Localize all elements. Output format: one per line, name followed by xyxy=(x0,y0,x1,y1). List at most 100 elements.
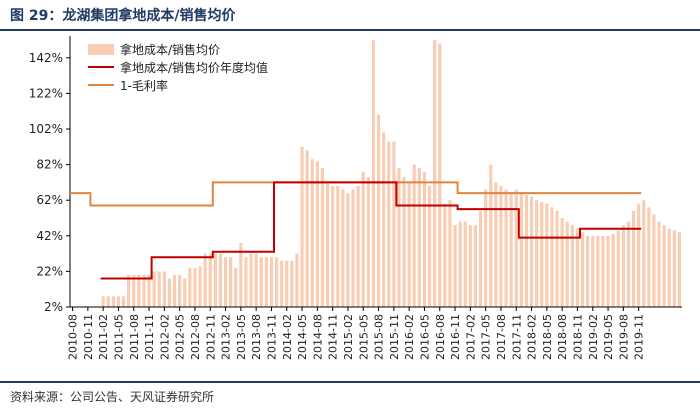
y-tick-label: 42% xyxy=(36,229,63,243)
bar xyxy=(152,271,156,307)
bar xyxy=(264,257,268,307)
bar xyxy=(514,189,518,307)
bar xyxy=(229,257,233,307)
bar xyxy=(106,296,110,307)
x-tick-label: 2016-02 xyxy=(403,314,416,360)
bar xyxy=(254,253,258,307)
x-tick-label: 2015-08 xyxy=(373,314,386,360)
bar xyxy=(188,267,192,307)
x-tick-label: 2019-08 xyxy=(617,314,630,360)
x-tick-label: 2010-08 xyxy=(67,314,80,360)
bar xyxy=(162,271,166,307)
x-tick-label: 2014-08 xyxy=(311,314,324,360)
bar xyxy=(606,235,610,307)
bar xyxy=(667,228,671,307)
x-tick-label: 2012-05 xyxy=(174,314,187,360)
bar xyxy=(249,253,253,307)
bar xyxy=(397,168,401,307)
bar xyxy=(244,257,248,307)
bar xyxy=(560,218,564,307)
x-tick-label: 2014-02 xyxy=(281,314,294,360)
bar xyxy=(677,232,682,307)
bar xyxy=(341,189,345,307)
x-tick-label: 2015-11 xyxy=(388,314,401,360)
bar xyxy=(504,189,508,307)
bar xyxy=(422,171,427,307)
bottom-rule xyxy=(0,381,700,383)
bar xyxy=(310,159,314,307)
legend-label-bar: 拿地成本/销售均价 xyxy=(120,42,220,57)
bar xyxy=(285,260,289,307)
line-series xyxy=(70,181,642,280)
bar xyxy=(111,296,115,307)
bar xyxy=(596,235,600,307)
bar xyxy=(642,200,646,307)
bar xyxy=(315,161,319,307)
bar xyxy=(652,214,656,307)
bar xyxy=(463,221,467,307)
bar xyxy=(376,114,381,307)
x-tick-label: 2018-11 xyxy=(571,314,584,360)
x-tick-label: 2010-11 xyxy=(82,314,95,360)
x-tick-label: 2015-02 xyxy=(342,314,355,360)
x-tick-label: 2013-05 xyxy=(235,314,248,360)
bar xyxy=(448,200,452,307)
bar xyxy=(468,225,472,307)
x-tick-label: 2016-11 xyxy=(449,314,462,360)
bar xyxy=(305,150,309,307)
bar xyxy=(647,207,651,307)
source-note: 资料来源：公司公告、天风证券研究所 xyxy=(10,390,215,404)
legend-swatch-bar xyxy=(88,44,114,55)
bar xyxy=(137,274,141,307)
bar xyxy=(269,257,274,307)
bar xyxy=(274,257,279,307)
bar xyxy=(234,267,238,307)
bar xyxy=(239,242,243,307)
y-tick-label: 102% xyxy=(29,122,63,136)
bar xyxy=(157,271,161,307)
x-tick-label: 2017-11 xyxy=(510,314,523,360)
x-tick-label: 2016-05 xyxy=(418,314,431,360)
y-tick-label: 2% xyxy=(44,300,63,314)
chart-header: 图 29：龙湖集团拿地成本/销售均价 xyxy=(0,0,700,26)
bar xyxy=(407,182,411,307)
bar xyxy=(550,207,554,307)
y-tick-label: 22% xyxy=(36,264,63,278)
bar xyxy=(427,185,432,307)
gross-margin-line xyxy=(70,181,642,207)
x-tick-label: 2012-11 xyxy=(204,314,217,360)
x-tick-label: 2017-05 xyxy=(480,314,493,360)
bar xyxy=(121,296,126,307)
bar xyxy=(290,260,294,307)
bar xyxy=(193,267,197,307)
bar xyxy=(325,182,330,307)
bar xyxy=(101,296,105,307)
bar xyxy=(392,141,396,307)
bar xyxy=(438,43,442,308)
bar xyxy=(489,164,493,307)
bar xyxy=(473,225,478,307)
bar xyxy=(591,235,595,307)
bar xyxy=(433,40,437,307)
y-tick-label: 62% xyxy=(36,193,63,207)
y-tick-label: 122% xyxy=(29,86,63,100)
bar xyxy=(223,257,228,307)
bar xyxy=(499,185,503,307)
bar xyxy=(382,132,386,307)
bar xyxy=(346,193,350,307)
bar xyxy=(127,274,131,307)
bar xyxy=(178,274,182,307)
bar xyxy=(198,266,202,307)
bar xyxy=(626,221,631,307)
x-tick-label: 2018-08 xyxy=(556,314,569,360)
x-tick-label: 2011-02 xyxy=(97,314,110,360)
bar xyxy=(478,210,483,307)
x-axis: 2010-08 2010-11 2011-02 2011-05 2011-08 2011-… xyxy=(67,306,682,360)
x-tick-label: 2019-02 xyxy=(587,314,600,360)
bar xyxy=(611,234,615,307)
x-tick-label: 2014-05 xyxy=(296,314,309,360)
bar xyxy=(417,168,421,307)
bar xyxy=(331,185,335,307)
bar xyxy=(509,193,513,307)
